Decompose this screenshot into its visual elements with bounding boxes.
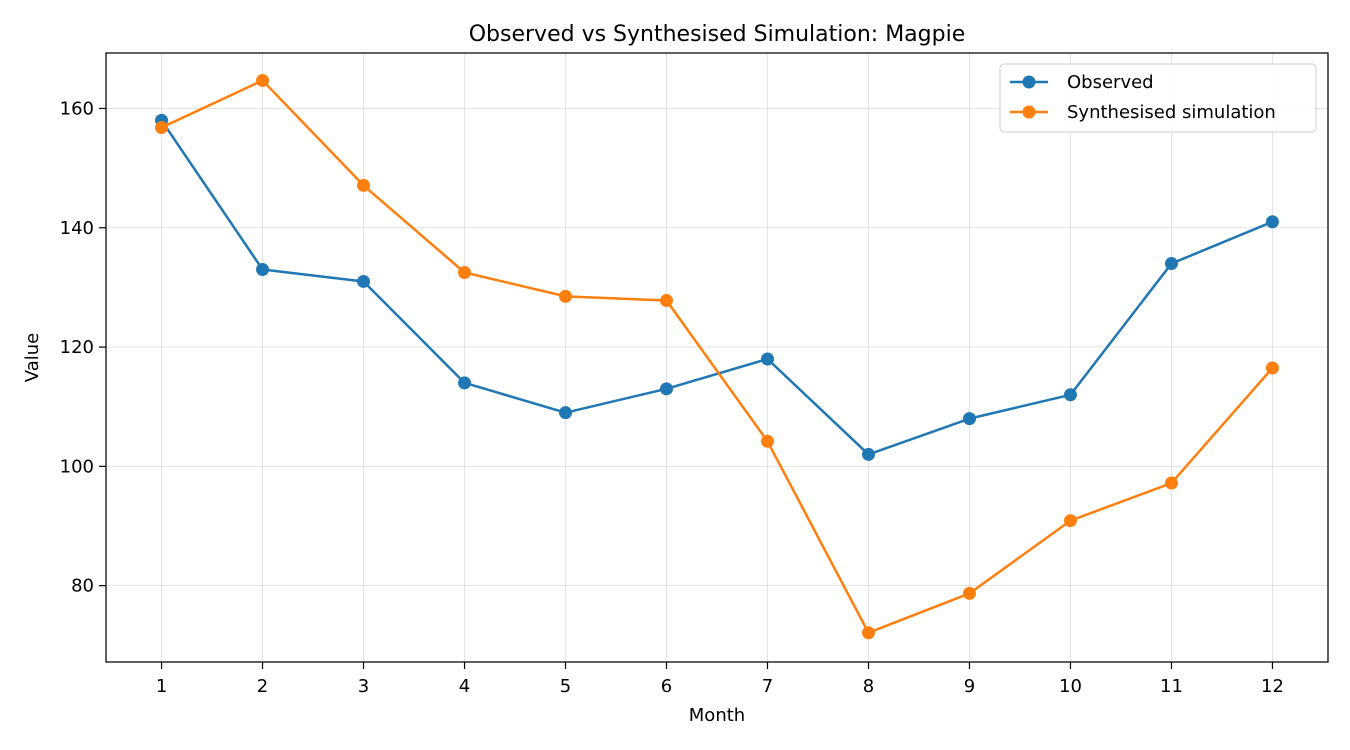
x-tick-label: 10 bbox=[1059, 676, 1082, 697]
data-point bbox=[962, 412, 976, 426]
x-tick-label: 8 bbox=[863, 676, 874, 697]
data-point bbox=[357, 178, 371, 192]
data-point bbox=[1265, 361, 1279, 375]
chart-title: Observed vs Synthesised Simulation: Magp… bbox=[469, 22, 966, 47]
x-tick-label: 12 bbox=[1261, 676, 1284, 697]
grid bbox=[106, 53, 1328, 662]
series-synthesised-simulation bbox=[155, 73, 1279, 640]
legend-swatch-marker bbox=[1022, 105, 1036, 119]
data-point bbox=[1164, 476, 1178, 490]
data-point bbox=[458, 376, 472, 390]
y-axis-label: Value bbox=[22, 333, 43, 382]
data-point bbox=[1063, 514, 1077, 528]
x-tick-label: 2 bbox=[257, 676, 268, 697]
x-axis-label: Month bbox=[689, 705, 745, 726]
data-point bbox=[861, 626, 875, 640]
x-tick-label: 1 bbox=[156, 676, 167, 697]
y-tick-label: 80 bbox=[71, 576, 94, 597]
x-tick-label: 4 bbox=[459, 676, 470, 697]
data-point bbox=[660, 382, 674, 396]
legend-item: Observed bbox=[1010, 72, 1154, 93]
data-point bbox=[155, 121, 169, 135]
data-point bbox=[1265, 215, 1279, 229]
data-point bbox=[357, 274, 371, 288]
legend-item: Synthesised simulation bbox=[1010, 102, 1276, 123]
data-point bbox=[256, 263, 270, 277]
data-point bbox=[660, 294, 674, 308]
x-tick-label: 7 bbox=[762, 676, 773, 697]
x-tick-label: 5 bbox=[560, 676, 571, 697]
data-point bbox=[559, 406, 573, 420]
data-point bbox=[1164, 257, 1178, 271]
legend-label: Synthesised simulation bbox=[1067, 102, 1276, 123]
series-layer bbox=[155, 73, 1279, 640]
legend-swatch-marker bbox=[1022, 75, 1036, 89]
data-point bbox=[861, 447, 875, 461]
data-point bbox=[458, 266, 472, 280]
series-line bbox=[160, 119, 1273, 456]
x-tick-label: 9 bbox=[964, 676, 975, 697]
data-point bbox=[1063, 388, 1077, 402]
x-tick-label: 3 bbox=[358, 676, 369, 697]
x-tick-label: 6 bbox=[661, 676, 672, 697]
data-point bbox=[962, 586, 976, 600]
y-tick-label: 120 bbox=[60, 337, 94, 358]
y-tick-label: 100 bbox=[60, 456, 94, 477]
x-tick-label: 11 bbox=[1160, 676, 1183, 697]
data-point bbox=[760, 434, 774, 448]
data-point bbox=[256, 73, 270, 87]
legend-label: Observed bbox=[1067, 72, 1154, 93]
legend-box bbox=[999, 63, 1317, 133]
series-observed bbox=[155, 113, 1279, 461]
y-tick-label: 160 bbox=[60, 98, 94, 119]
data-point bbox=[760, 352, 774, 366]
plot-frame bbox=[105, 52, 1329, 663]
legend: Observed Synthesised simulation bbox=[999, 63, 1317, 133]
y-tick-label: 140 bbox=[60, 218, 94, 239]
data-point bbox=[559, 289, 573, 303]
series-line bbox=[161, 79, 1274, 635]
